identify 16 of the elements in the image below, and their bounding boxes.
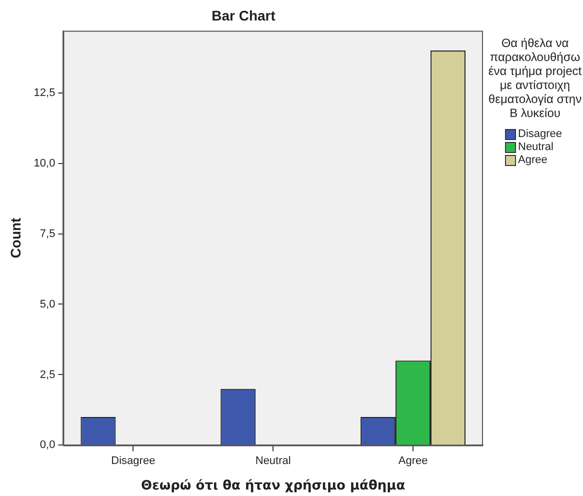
legend-label: Agree bbox=[518, 154, 548, 167]
y-tick-label: 0,0 bbox=[40, 439, 56, 452]
y-tick-label: 12,5 bbox=[34, 86, 56, 99]
y-tick-label: 5,0 bbox=[40, 298, 56, 310]
x-tick-label: Neutral bbox=[255, 454, 291, 467]
x-tick-label: Agree bbox=[398, 454, 428, 467]
y-tick-label: 10,0 bbox=[34, 157, 56, 170]
chart-title: Bar Chart bbox=[212, 7, 276, 24]
y-tick-label: 7,5 bbox=[40, 228, 56, 240]
x-axis-title: Θεωρώ ότι θα ήταν χρήσιμο μάθημα bbox=[141, 478, 406, 494]
legend-label: Neutral bbox=[518, 141, 554, 154]
legend-title: Θα ήθελα να παρακολουθήσω ένα τμήμα project με αντίστοιχη θεματολογία στην Β λυκείου bbox=[487, 36, 583, 120]
y-tick-label: 2,5 bbox=[40, 368, 56, 381]
x-tick-label: Disagree bbox=[111, 454, 156, 467]
y-axis-title: Count bbox=[7, 217, 24, 258]
legend-label: Disagree bbox=[518, 128, 562, 141]
